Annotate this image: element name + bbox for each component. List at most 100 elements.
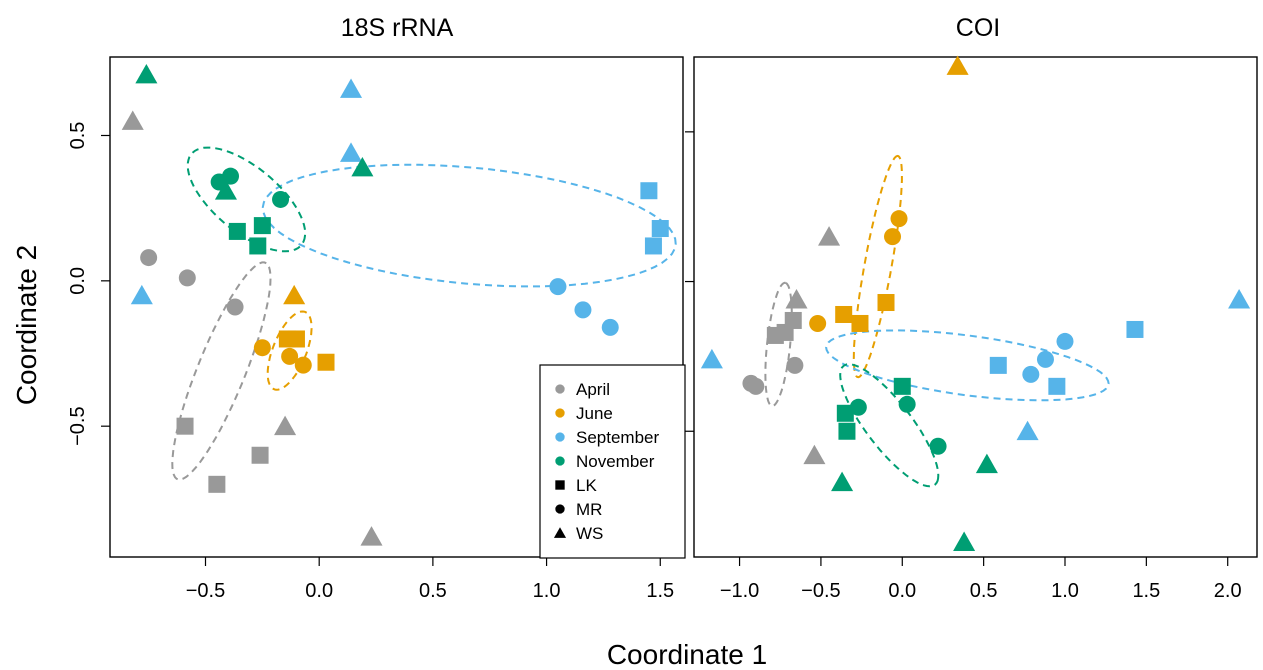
point-september-ws [130,284,153,305]
point-november-lk [893,377,911,395]
x-tick-label: −0.5 [801,580,840,602]
point-september-ws [339,78,363,98]
point-april-mr [747,377,765,395]
x-tick-label: 1.0 [533,580,561,602]
point-april-ws [121,110,144,130]
x-axis-title: Coordinate 1 [607,639,767,670]
legend-label-september: September [576,428,659,447]
legend-marker-june [555,408,565,418]
point-november-lk [249,237,267,255]
point-april-lk [784,311,802,329]
plot-area-18s: −0.5 0.0 0.5 1.0 1.5 −0.5 0.0 0.5 [67,56,684,602]
point-june-mr [884,228,902,246]
point-september-mr [574,301,592,319]
point-november-lk [838,422,856,440]
ellipse-september [261,163,677,288]
x-tick-label: 0.0 [888,580,916,602]
y-tick-label: −0.5 [67,406,89,445]
point-april-ws [785,289,808,309]
point-april-ws [818,226,841,246]
point-september-mr [601,318,619,336]
point-september-lk [1048,377,1066,395]
point-november-ws [831,471,854,492]
ellipse-september [825,329,1110,402]
plot-frame [109,56,684,558]
ellipse-june [266,310,313,391]
legend-marker-lk [555,480,565,490]
point-april-mr [140,249,158,267]
point-november-lk [253,217,271,235]
panel-title-18s: 18S rRNA [341,14,454,42]
legend-marker-april [555,384,565,394]
point-september-ws [700,348,723,369]
legend-label-november: November [576,452,655,471]
point-november-mr [222,167,240,185]
point-september-mr [1036,350,1054,368]
point-november-lk [836,404,854,422]
x-tick-label: 0.0 [305,580,333,602]
point-september-lk [1126,320,1144,338]
point-november-ws [975,453,998,474]
legend-marker-november [555,456,565,466]
point-june-lk [317,353,335,371]
plot-area-coi: −1.0 −0.5 0.0 0.5 1.0 1.5 2.0 [685,55,1258,602]
point-november-mr [929,437,947,455]
legend-label-ws: WS [576,524,603,543]
point-june-lk [851,314,869,332]
point-june-lk [835,305,853,323]
point-june-mr [281,347,299,365]
point-june-mr [294,356,312,374]
legend-marker-ws [553,527,567,538]
y-tick-label: 0.5 [67,122,89,150]
ellipse-april [764,281,793,408]
ellipse-november [839,363,940,488]
point-november-mr [898,395,916,413]
point-november-ws [135,63,158,84]
x-tick-label: 0.5 [970,580,998,602]
point-september-ws [339,142,363,162]
point-september-lk [640,182,658,200]
panel-title-coi: COI [956,14,1000,42]
point-september-mr [549,278,567,296]
point-september-mr [1022,365,1040,383]
point-april-mr [786,356,804,374]
legend: April June September November LK MR WS [539,364,686,559]
point-june-lk [877,294,895,312]
legend-label-lk: LK [576,476,597,495]
point-november-ws [214,180,237,200]
point-september-lk [644,237,662,255]
panel-coi: COI −1.0 −0.5 0.0 0.5 1.0 1.5 2.0 [685,14,1258,602]
point-june-ws [283,284,306,305]
point-november-ws [351,156,374,177]
point-april-lk [176,417,194,435]
x-tick-label: −1.0 [720,580,759,602]
legend-marker-september [555,432,565,442]
point-september-lk [651,220,669,238]
x-tick-label: 0.5 [419,580,447,602]
point-november-ws [953,531,976,551]
panel-18s: 18S rRNA −0.5 0.0 0.5 1.0 1.5 −0.5 0.0 0.5 [67,14,684,602]
point-november-lk [228,222,246,240]
x-tick-label: 1.0 [1051,580,1079,602]
point-april-lk [251,446,269,464]
point-april-lk [208,475,226,493]
x-tick-label: −0.5 [186,580,225,602]
ellipse-april [171,261,272,481]
point-november-mr [849,398,867,416]
legend-label-june: June [576,404,613,423]
x-tick-label: 2.0 [1214,580,1242,602]
legend-label-april: April [576,380,610,399]
plot-frame [693,56,1258,558]
point-september-ws [1016,420,1039,441]
x-tick-label: 1.5 [1132,580,1160,602]
y-axis-title: Coordinate 2 [11,245,42,405]
point-april-mr [178,269,196,287]
point-september-ws [1228,289,1251,309]
legend-items: April June September November LK MR WS [553,380,659,543]
legend-label-mr: MR [576,500,602,519]
y-tick-label: 0.0 [67,267,89,295]
point-april-ws [803,444,826,465]
point-april-ws [360,526,383,546]
point-september-mr [1056,332,1074,350]
